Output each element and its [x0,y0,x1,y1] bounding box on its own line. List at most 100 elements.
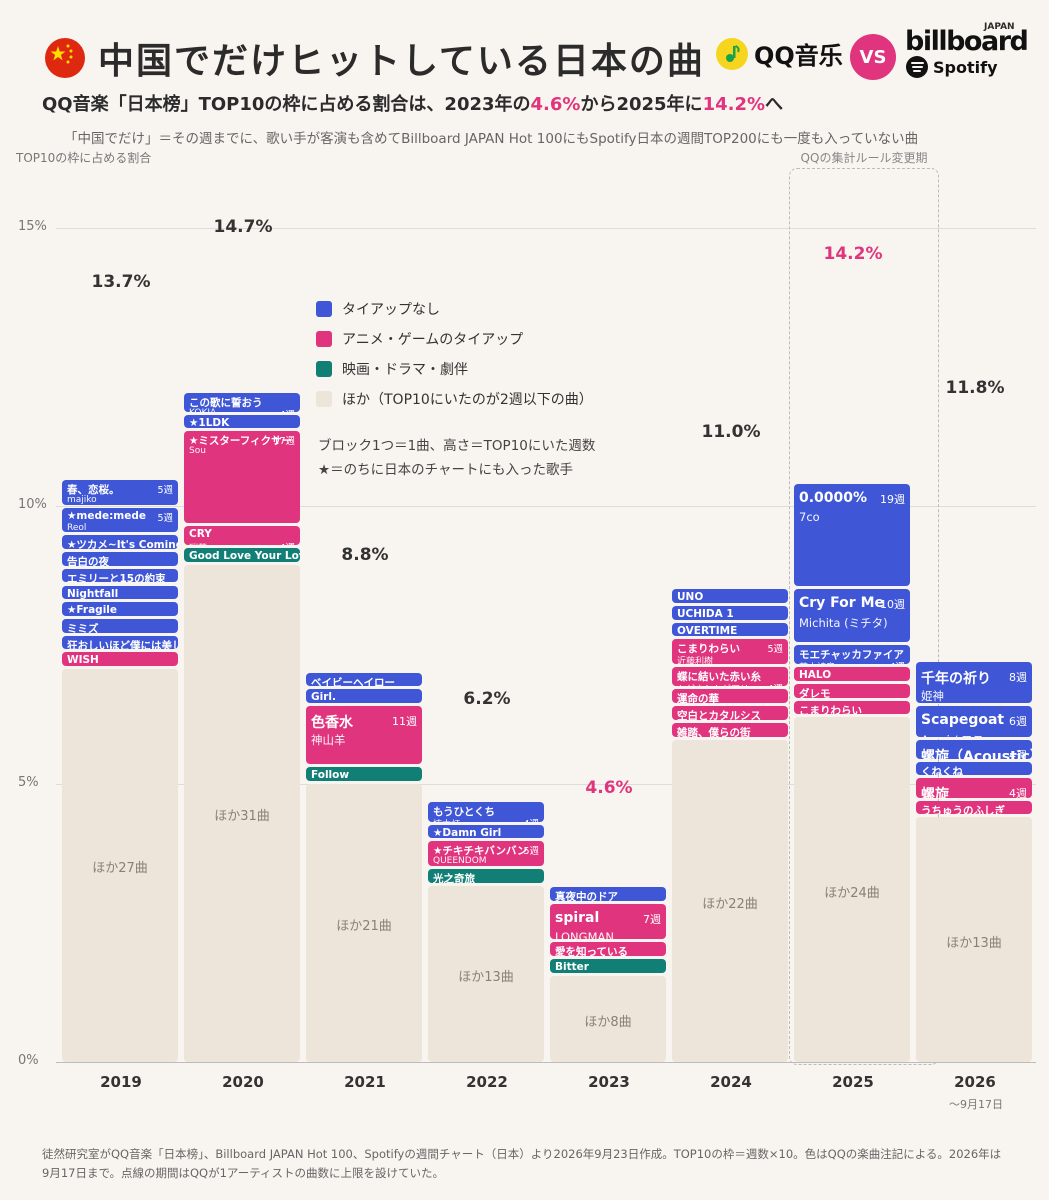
total-percent-label: 14.2% [823,244,883,265]
y-tick-label: 5% [18,775,39,790]
song-title: Follow [311,769,350,781]
song-block: こまりわらい 近藤利樹 5週 [672,639,788,665]
subtitle-text-2: から2025年に [580,94,703,115]
song-block: Cry For Me Michita (ミチタ) 10週 [794,589,910,642]
song-block: ミミズmajiko3週 [62,618,178,633]
song-title: 螺旋 [921,787,949,798]
song-weeks: 6週 [1009,715,1027,729]
y-axis-title: TOP10の枠に占める割合 [16,151,152,165]
song-block: エミリーと15の約束majiko3週 [62,568,178,583]
other-songs-block: ほか31曲 [184,564,300,1062]
song-weeks: 4週 [767,681,783,686]
billboard-logo: billboard [905,26,1029,57]
song-block: こまりわらい近藤利樹3週 [794,700,910,715]
legend-label: 映画・ドラマ・劇伴 [342,362,468,378]
definition-note: 「中国でだけ」＝その週までに、歌い手が客演も含めてBillboard JAPAN… [64,131,919,147]
song-block: UCHIDA 1GINTA / OdAkEi3週 [672,606,788,620]
song-block: 千年の祈り 姫神 8週 [916,661,1032,704]
song-weeks: 5週 [157,512,173,524]
song-title: 色香水 [311,715,353,732]
song-block: ★Damn GirlCB / 王嘉尔3週 [428,824,544,839]
song-title: エミリーと15の約束 [67,572,166,583]
song-title: くねくね [921,765,963,776]
vs-badge: VS [850,34,896,80]
subtitle-highlight-2023: 4.6% [530,94,581,115]
legend-swatch [316,361,332,377]
song-block: この歌に誓おうKOKIA 4週 [184,392,300,412]
legend-label: アニメ・ゲームのタイアップ [342,332,524,348]
song-block: 0.0000% 7co 19週 [794,483,910,587]
song-title: HALO [799,669,832,681]
x-tick-label: 2024 [710,1073,752,1091]
legend: タイアップなし アニメ・ゲームのタイアップ 映画・ドラマ・劇伴 ほか（TOP10… [316,294,593,414]
song-block: ★1LDKReol3週 [184,414,300,429]
total-percent-label: 4.6% [585,778,633,799]
song-artist: 近藤利樹 [677,657,714,665]
song-weeks: 4週 [523,816,539,821]
total-percent-label: 8.8% [341,544,389,565]
song-title: spiral [555,909,600,926]
song-block: ダレモトゲナシトゲアリ3週 [794,683,910,698]
song-title: ★Damn Girl [433,826,502,839]
other-songs-label: ほか8曲 [584,1014,632,1030]
x-tick-label: 2019 [100,1073,142,1091]
song-artist: LONGMAN [555,929,614,940]
song-weeks: 4週 [1009,787,1027,798]
song-weeks: 4週 [279,407,295,412]
song-artist: トゲナシトゲアリ [677,682,749,686]
song-title: 空白とカタルシス [677,710,761,720]
total-percent-label: 11.8% [945,377,1005,398]
gridline [56,1062,1036,1063]
song-title: ベイビーヘイロー [311,676,395,687]
song-block: Scapegoat Azari / ロス 6週 [916,706,1032,737]
song-block: モエチャッカファイア若山詩音 4週 [794,645,910,665]
other-songs-label: ほか13曲 [458,969,514,985]
song-title: 運命の華 [677,693,719,704]
song-artist: 7co [799,509,820,524]
song-title: 春、恋桜。 [67,483,120,496]
legend-item-anime: アニメ・ゲームのタイアップ [316,324,593,354]
song-block: ★mede:mede Reol 5週 [62,507,178,533]
y-tick-label: 0% [18,1053,39,1068]
song-title: CRY [189,528,212,541]
song-title: ★チキチキバンバン [433,845,528,858]
explanation-line-1: ブロック1つ＝1曲、高さ＝TOP10にいた週数 [318,438,596,454]
total-percent-label: 13.7% [91,272,151,293]
song-block: 愛を知っている桥本裕太3週 [550,942,666,957]
other-songs-block: ほか24曲 [794,717,910,1062]
song-weeks: 19週 [880,492,905,506]
song-block: 螺旋9Lana4週 [916,778,1032,798]
song-title: もうひとくち [433,806,496,819]
song-block: ★ミスターフィクサー Sou 17週 [184,431,300,523]
song-artist: 若山詩音 [799,660,835,664]
song-title: OVERTIME [677,624,738,637]
song-title: 真夜中のドア [555,890,618,901]
other-songs-block: ほか27曲 [62,668,178,1062]
legend-item-film: 映画・ドラマ・劇伴 [316,354,593,384]
subtitle-text-3: へ [765,94,784,115]
song-block: Bitterロス3週 [550,959,666,973]
song-title: ★ツカメ~It's Coming~ [67,539,178,550]
song-title: 蝶に結いた赤い糸 [677,671,761,684]
y-tick-label: 10% [18,497,47,512]
footer-source: 徒然研究室がQQ音楽「日本榜」、Billboard JAPAN Hot 100、… [42,1147,1002,1180]
song-title: 螺旋（Acoustic） [921,748,1032,759]
gridline [56,228,1036,229]
legend-item-none: タイアップなし [316,294,593,324]
song-block: OVERTIME春野3週 [672,622,788,637]
song-weeks: 5週 [523,846,539,858]
legend-swatch [316,391,332,407]
song-block: 光之奇旅久石让 / 王者荣耀3週 [428,869,544,883]
song-block: 春、恋桜。 majiko 5週 [62,479,178,505]
other-songs-block: ほか8曲 [550,975,666,1062]
total-percent-label: 14.7% [213,216,273,237]
song-title: Cry For Me [799,595,884,612]
song-title: この歌に誓おう [189,396,263,409]
song-artist: majiko [67,494,97,505]
x-tick-label: 2021 [344,1073,386,1091]
song-weeks: 8週 [1009,670,1027,684]
song-weeks: 4週 [889,659,905,664]
song-weeks: 4週 [279,540,295,545]
x-tick-label: 2020 [222,1073,264,1091]
song-title: うちゅうのふしぎ [921,804,1005,815]
